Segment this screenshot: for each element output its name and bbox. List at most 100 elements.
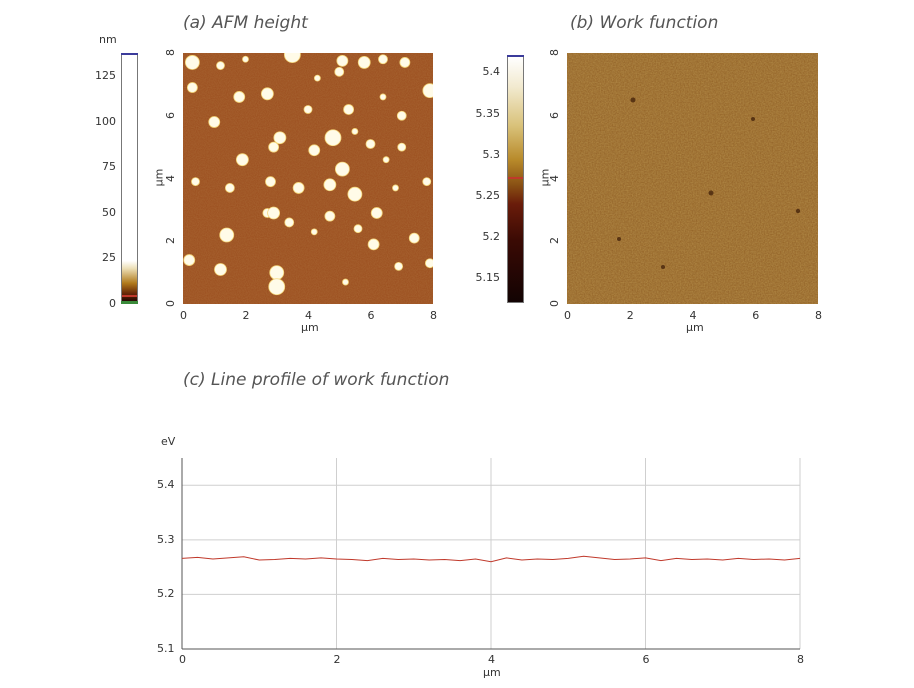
chart-c-x-tick: 6 xyxy=(642,653,650,666)
chart-a-particle xyxy=(334,161,350,177)
chart-a-particle xyxy=(292,182,305,194)
chart-b-spot xyxy=(795,208,801,214)
chart-a-particle xyxy=(265,176,276,188)
chart-a-particle xyxy=(357,56,371,69)
chart-a-colorbar-top-marker xyxy=(121,53,138,55)
chart-a-particle xyxy=(397,142,407,152)
chart-a-particle xyxy=(351,128,359,135)
chart-a-particle xyxy=(186,82,198,93)
chart-c-x-tick: 2 xyxy=(333,653,341,666)
chart-b-texture-dark xyxy=(567,53,818,304)
chart-b-x-tick: 2 xyxy=(626,309,634,322)
chart-a-colorbar-tick: 125 xyxy=(95,68,116,82)
chart-b-spot xyxy=(751,117,755,121)
chart-a-particle xyxy=(324,129,342,147)
chart-c-y-tick: 5.4 xyxy=(157,478,175,492)
chart-a-image xyxy=(183,53,433,304)
chart-a-particle xyxy=(422,177,432,187)
chart-b-spot xyxy=(708,190,714,196)
chart-a-y-tick: 0 xyxy=(164,300,177,307)
chart-a-x-tick: 6 xyxy=(367,309,375,322)
chart-a-particle xyxy=(336,54,349,67)
chart-a-particle xyxy=(422,83,433,99)
chart-a-particle xyxy=(308,144,321,157)
chart-a-title: (a) AFM height xyxy=(183,13,308,33)
chart-a-y-tick: 8 xyxy=(164,49,177,56)
chart-a-particle xyxy=(273,131,287,145)
chart-b-y-tick: 8 xyxy=(548,49,561,56)
chart-a-particle xyxy=(379,93,387,101)
chart-a-particle xyxy=(233,91,246,103)
chart-b-colorbar xyxy=(507,55,524,303)
chart-a-x-tick: 4 xyxy=(305,309,312,322)
chart-b-image xyxy=(567,53,818,304)
chart-b-y-tick: 0 xyxy=(548,300,561,307)
chart-c-x-label: µm xyxy=(483,666,501,679)
chart-a-y-tick: 4 xyxy=(164,174,177,182)
chart-a-y-label: µm xyxy=(152,168,166,187)
chart-a-y-tick: 6 xyxy=(164,111,177,119)
chart-a-particle xyxy=(370,207,383,219)
chart-a-particle xyxy=(365,139,376,149)
chart-c-grid xyxy=(181,458,801,650)
chart-a-particle xyxy=(394,261,404,271)
chart-b-colorbar-top-marker xyxy=(507,55,524,57)
chart-b-y-label: µm xyxy=(538,168,552,187)
chart-a-particle xyxy=(224,183,235,193)
chart-a-colorbar xyxy=(121,53,138,304)
chart-a-particle xyxy=(184,55,200,70)
chart-a-colorbar-bottom-marker xyxy=(121,301,138,304)
chart-a-colorbar-tick: 25 xyxy=(102,251,116,265)
chart-a-particles xyxy=(183,53,433,296)
chart-a-colorbar-tick: 100 xyxy=(95,114,116,128)
chart-a-particle xyxy=(303,105,313,114)
chart-c-y-tick: 5.1 xyxy=(157,642,175,655)
chart-b-spots xyxy=(617,97,801,269)
chart-b-colorbar-tick: 5.3 xyxy=(482,147,501,161)
chart-a-particle xyxy=(216,61,225,70)
chart-a-particle xyxy=(260,87,274,101)
chart-b-colorbar-tick: 5.35 xyxy=(475,106,501,120)
chart-b-spot xyxy=(661,265,665,269)
chart-b-x-tick: 8 xyxy=(815,309,822,322)
chart-a-particle xyxy=(396,110,407,121)
chart-b-x-tick: 4 xyxy=(689,309,697,322)
chart-b-colorbar-tick: 5.2 xyxy=(482,230,501,244)
chart-a-x-tick: 0 xyxy=(180,309,187,322)
chart-a-particle xyxy=(323,178,337,192)
chart-a-colorbar-tick: 75 xyxy=(102,160,116,174)
chart-a-particle xyxy=(219,227,235,243)
chart-a-particle xyxy=(392,184,399,192)
chart-c-x-tick: 8 xyxy=(797,653,804,666)
chart-b-x-label: µm xyxy=(686,321,704,334)
chart-a-colorbar-tick: 50 xyxy=(102,205,116,219)
chart-a-particle xyxy=(268,278,286,296)
chart-a-particle xyxy=(269,265,285,281)
chart-a-colorbar-tick: 0 xyxy=(109,297,116,310)
chart-a-particle xyxy=(191,177,200,187)
chart-c-y-tick: 5.3 xyxy=(157,532,175,546)
chart-b-colorbar-tick: 5.4 xyxy=(482,65,501,79)
chart-a-particle xyxy=(284,217,295,228)
chart-a-particle xyxy=(367,238,380,251)
chart-c-plot xyxy=(181,458,801,650)
chart-a-particle xyxy=(235,153,249,167)
chart-b-spot xyxy=(630,97,636,103)
chart-a-particle xyxy=(313,74,321,82)
chart-a-particle xyxy=(408,232,420,244)
chart-a-particle xyxy=(342,278,349,286)
chart-c-y-tick: 5.2 xyxy=(157,587,175,601)
chart-a-particle xyxy=(353,224,363,234)
chart-b-colorbar-tick: 5.15 xyxy=(475,271,501,285)
chart-a-colorbar-unit: nm xyxy=(99,33,117,46)
chart-a-particle xyxy=(382,156,390,164)
chart-a-particle xyxy=(399,57,411,68)
chart-a-x-tick: 8 xyxy=(430,309,437,322)
chart-c-title: (c) Line profile of work function xyxy=(183,370,450,390)
chart-a-x-tick: 2 xyxy=(242,309,250,322)
chart-a-particle xyxy=(343,104,355,115)
chart-a-particle xyxy=(268,141,280,153)
chart-a-particle xyxy=(242,55,249,63)
chart-a-particle xyxy=(424,258,433,269)
chart-a-particle xyxy=(214,263,227,276)
